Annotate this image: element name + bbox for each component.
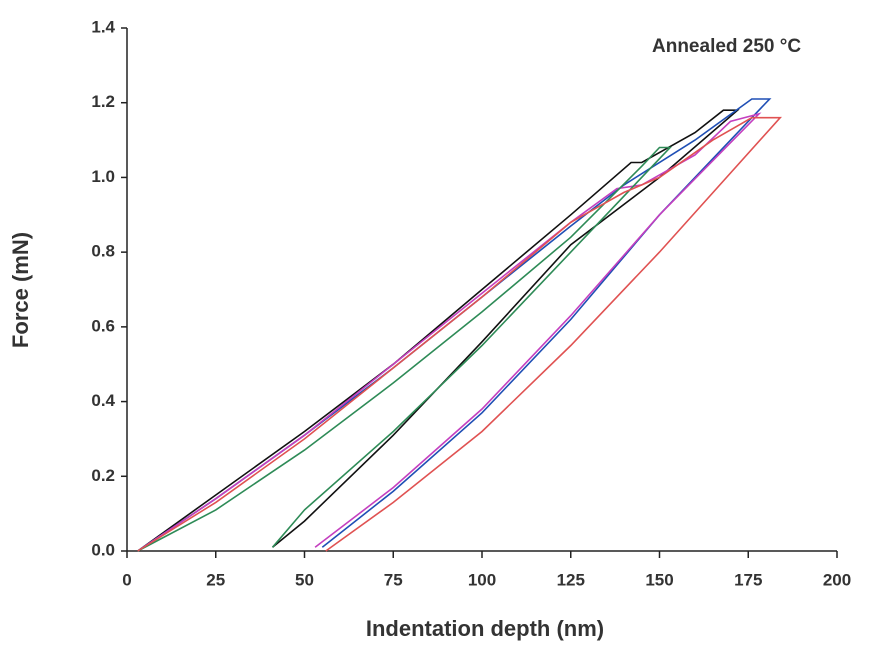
y-tick-label: 0.4	[91, 391, 115, 410]
annotation: Annealed 250 °C	[652, 36, 801, 57]
y-tick-label: 0.2	[91, 466, 115, 485]
data-line	[137, 98, 772, 552]
x-tick-label: 0	[122, 570, 131, 589]
y-axis-title: Force (mN)	[8, 232, 33, 348]
data-line	[137, 146, 672, 552]
x-tick-label: 75	[384, 570, 403, 589]
x-tick-label: 50	[295, 570, 314, 589]
data-line	[137, 109, 740, 552]
x-tick-label: 150	[645, 570, 673, 589]
x-tick-label: 200	[823, 570, 851, 589]
x-tick-label: 100	[468, 570, 496, 589]
y-tick-label: 1.0	[91, 167, 115, 186]
x-tick-label: 125	[557, 570, 585, 589]
data-line	[137, 112, 762, 552]
x-tick-label: 25	[206, 570, 225, 589]
y-tick-label: 0.0	[91, 540, 115, 559]
data-line	[137, 116, 782, 552]
y-tick-label: 0.8	[91, 242, 115, 261]
y-tick-label: 1.4	[91, 17, 115, 36]
x-tick-label: 175	[734, 570, 762, 589]
y-tick-label: 0.6	[91, 316, 115, 335]
y-tick-label: 1.2	[91, 92, 115, 111]
x-axis-title: Indentation depth (nm)	[366, 616, 604, 641]
